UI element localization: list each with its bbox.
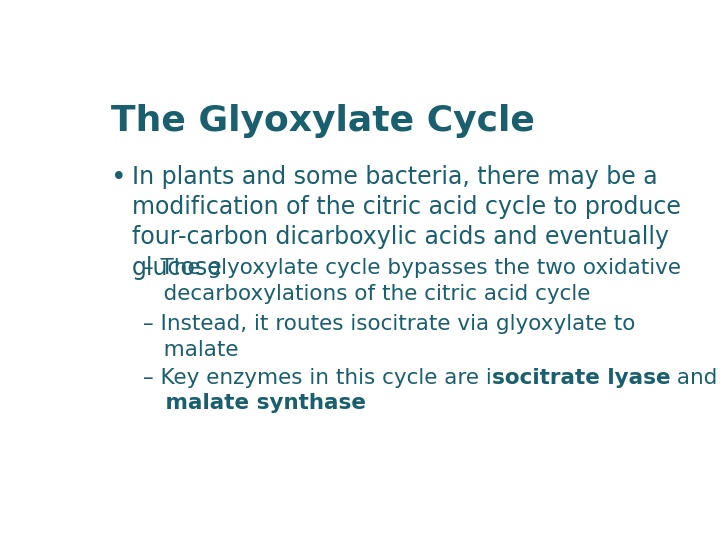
Text: decarboxylations of the citric acid cycle: decarboxylations of the citric acid cycl… [143,284,590,304]
Text: – Instead, it routes isocitrate via glyoxylate to: – Instead, it routes isocitrate via glyo… [143,314,635,334]
Text: socitrate lyase: socitrate lyase [492,368,670,388]
Text: malate: malate [143,340,238,360]
Text: glucose: glucose [132,255,222,280]
Text: and: and [670,368,718,388]
Text: In plants and some bacteria, there may be a: In plants and some bacteria, there may b… [132,165,657,188]
Text: malate synthase: malate synthase [143,393,366,413]
Text: – The glyoxylate cycle bypasses the two oxidative: – The glyoxylate cycle bypasses the two … [143,258,681,278]
Text: – Key enzymes in this cycle are i: – Key enzymes in this cycle are i [143,368,492,388]
Text: four-carbon dicarboxylic acids and eventually: four-carbon dicarboxylic acids and event… [132,225,669,249]
Text: The Glyoxylate Cycle: The Glyoxylate Cycle [111,104,535,138]
Text: •: • [111,165,127,191]
Text: modification of the citric acid cycle to produce: modification of the citric acid cycle to… [132,195,680,219]
